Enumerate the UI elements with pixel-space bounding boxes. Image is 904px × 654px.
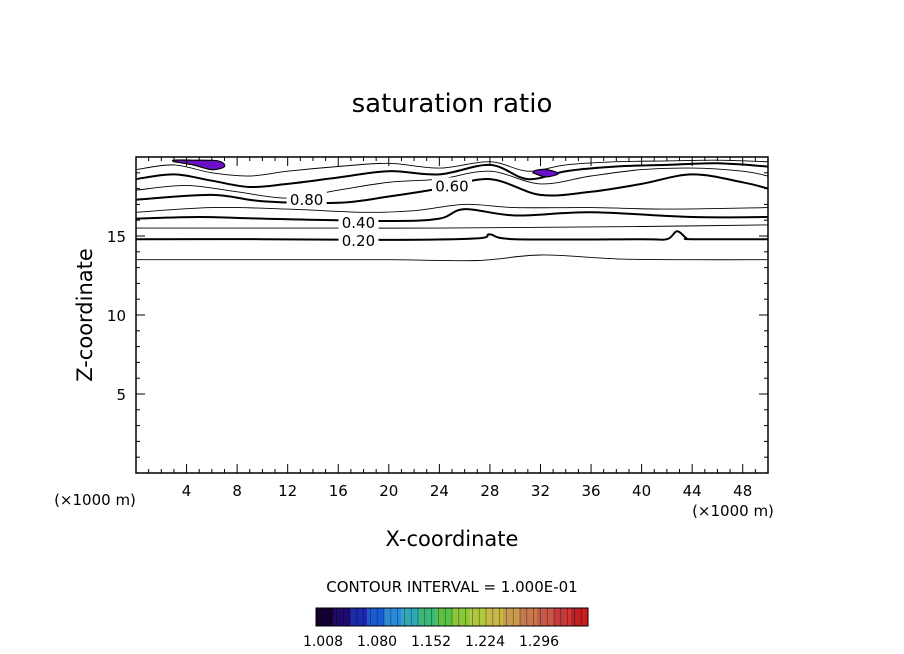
x-tick-labels: 4 8 12 16 20 24 28 32 36 40 44 48 <box>182 482 752 500</box>
x-tick-label: 12 <box>278 482 297 500</box>
contour-label: 0.20 <box>342 232 375 250</box>
colorbar-swatch <box>520 608 538 626</box>
x-tick-label: 4 <box>182 482 192 500</box>
contour-label-bg <box>286 190 327 207</box>
colorbar-swatch <box>333 608 351 626</box>
contour-line-0.4 <box>135 208 769 223</box>
x-axis-label: X-coordinate <box>386 527 519 551</box>
contour-label: 0.40 <box>342 214 375 232</box>
y-tick-labels: 5 10 15 <box>107 228 126 404</box>
x-tick-label: 36 <box>581 482 600 500</box>
colorbar <box>315 607 589 627</box>
colorbar-swatch <box>452 608 470 626</box>
plot-frame <box>135 156 769 474</box>
contour-lines <box>135 159 769 262</box>
x-unit-left: (×1000 m) <box>54 491 136 509</box>
contour-labels: 0.200.40 0.80 0.60 <box>286 177 472 250</box>
colorbar-label: 1.008 <box>303 634 343 650</box>
colorbar-swatch <box>503 608 521 626</box>
colorbar-label: 1.152 <box>411 634 451 650</box>
x-unit-right: (×1000 m) <box>692 502 774 520</box>
colorbar-swatch <box>486 608 504 626</box>
colorbar-swatch <box>367 608 385 626</box>
colorbar-swatch <box>537 608 555 626</box>
shaded-region-1 <box>171 159 226 171</box>
y-tick-label: 5 <box>116 386 126 404</box>
colorbar-swatch <box>469 608 487 626</box>
colorbar-label: 1.224 <box>465 634 505 650</box>
x-tick-label: 48 <box>733 482 752 500</box>
contour-label: 0.80 <box>290 191 323 209</box>
contour-label-bg <box>338 213 379 230</box>
contour-label-bg <box>432 177 472 194</box>
contour-line-0.2 <box>135 230 769 241</box>
x-tick-label: 40 <box>632 482 651 500</box>
contour-line-0.5 <box>135 203 769 213</box>
colorbar-swatch <box>418 608 436 626</box>
colorbar-swatch <box>316 608 334 626</box>
y-tick-label: 10 <box>107 307 126 325</box>
contour-line-0.6 <box>135 173 769 205</box>
contour-interval-text: CONTOUR INTERVAL = 1.000E-01 <box>326 578 577 596</box>
contour-label-bg <box>338 231 379 248</box>
x-tick-label: 28 <box>480 482 499 500</box>
colorbar-swatch <box>401 608 419 626</box>
contour-line-0.1 <box>136 254 769 262</box>
colorbar-swatch <box>435 608 453 626</box>
colorbar-swatch <box>571 608 589 626</box>
contour-line-0.7 <box>135 167 769 199</box>
colorbar-labels: 1.008 1.080 1.152 1.224 1.296 <box>303 634 559 650</box>
colorbar-frame <box>315 607 589 627</box>
x-tick-label: 44 <box>683 482 702 500</box>
shaded-regions <box>171 159 559 178</box>
chart-title: saturation ratio <box>352 89 553 119</box>
y-axis-label: Z-coordinate <box>73 248 97 382</box>
colorbar-swatch <box>384 608 402 626</box>
contour-line-0.8 <box>135 162 769 189</box>
x-tick-label: 8 <box>232 482 242 500</box>
contour-line-0.9 <box>135 159 769 177</box>
colorbar-label: 1.296 <box>519 634 559 650</box>
contour-line-0.3 <box>136 224 769 229</box>
x-tick-label: 24 <box>430 482 449 500</box>
y-tick-label: 15 <box>107 228 126 246</box>
colorbar-swatch <box>554 608 572 626</box>
x-tick-label: 20 <box>379 482 398 500</box>
x-tick-label: 32 <box>531 482 550 500</box>
axis-ticks <box>136 157 768 473</box>
colorbar-swatch <box>350 608 368 626</box>
x-tick-label: 16 <box>329 482 348 500</box>
contour-label: 0.60 <box>435 177 468 195</box>
colorbar-label: 1.080 <box>357 634 397 650</box>
shaded-region-2 <box>531 168 559 178</box>
